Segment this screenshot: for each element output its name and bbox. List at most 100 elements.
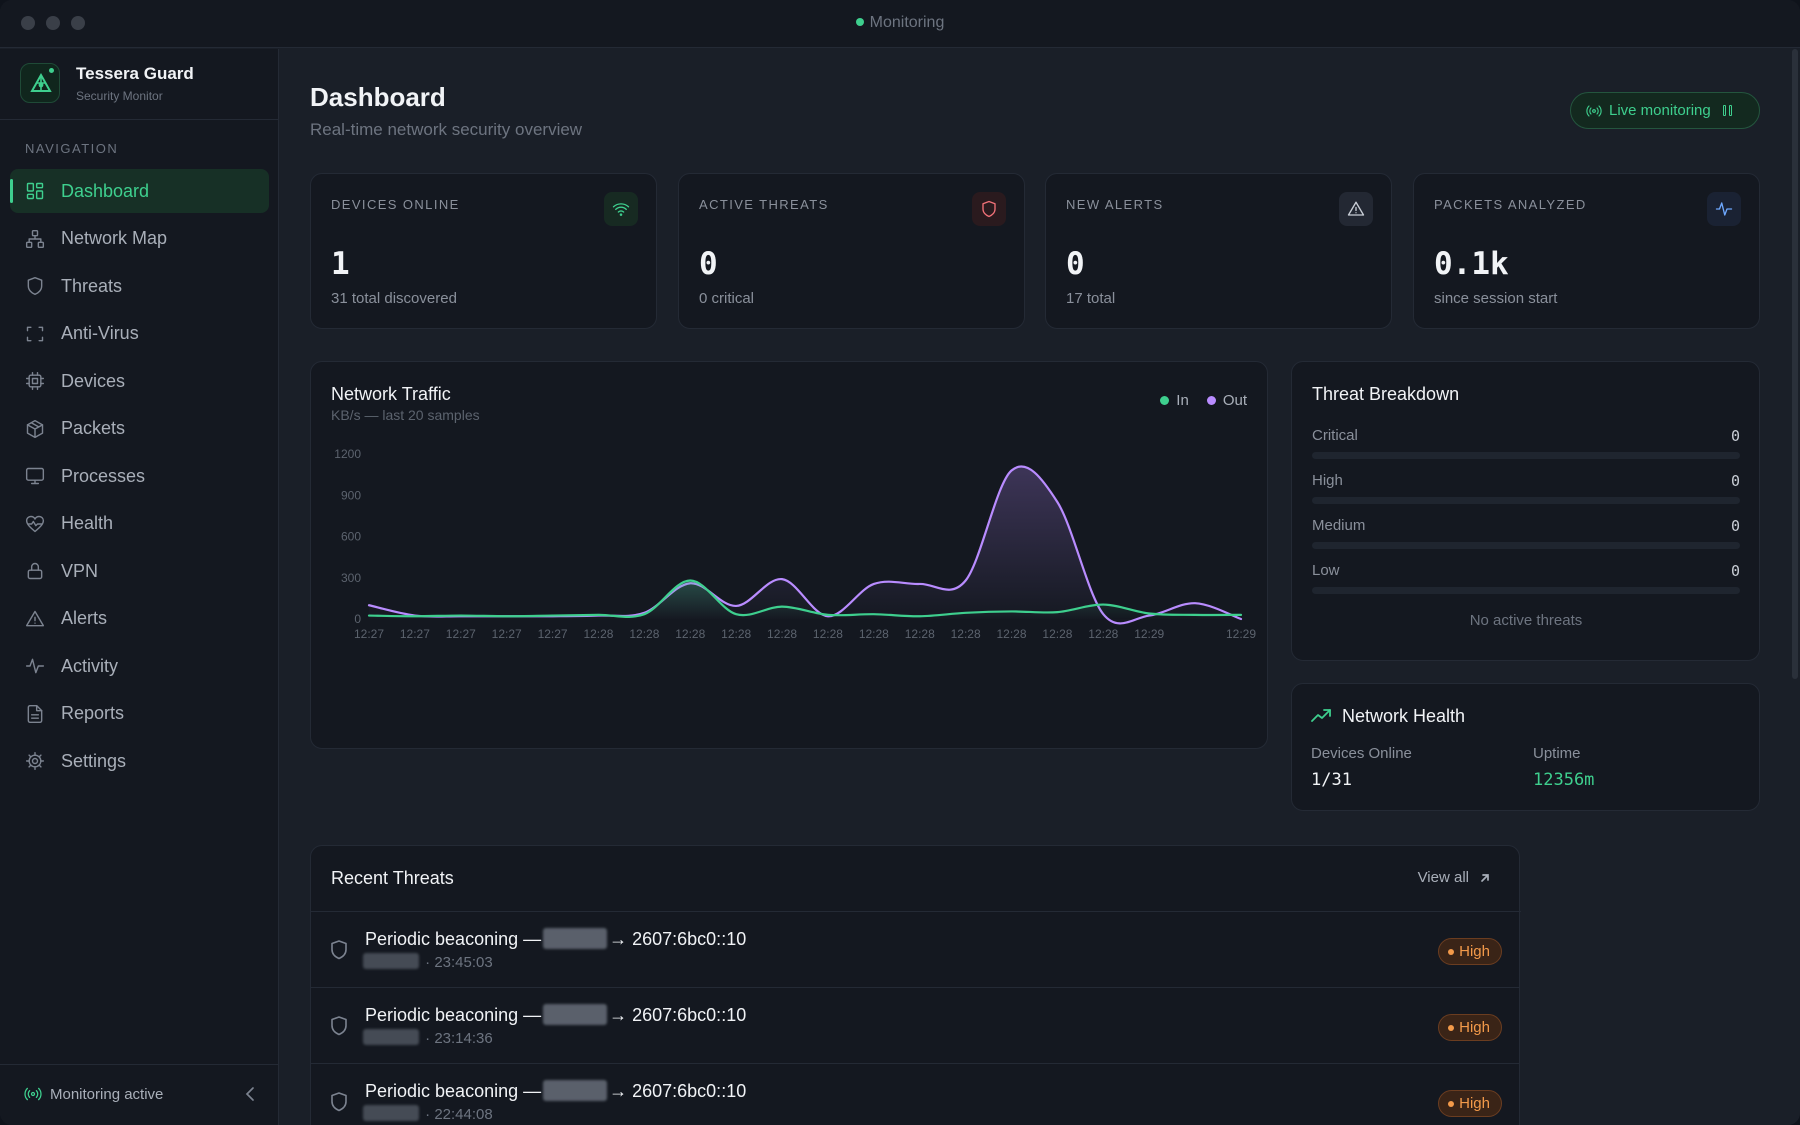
redacted-host	[363, 1029, 419, 1046]
redacted-host	[363, 1105, 419, 1122]
sidebar-item-label: Anti-Virus	[61, 323, 139, 343]
broadcast-icon	[24, 1087, 42, 1101]
x-tick-label: 12:28	[813, 627, 843, 641]
redacted-address	[543, 1079, 608, 1101]
window-minimize-button[interactable]	[46, 16, 60, 30]
threat-row[interactable]: Periodic beaconing — → 2607:6bc0::10 · 22…	[310, 1064, 1520, 1125]
threat-row-low: Low 0	[1312, 562, 1740, 594]
brand-subtitle: Security Monitor	[76, 89, 163, 103]
main-scrollbar[interactable]	[1792, 49, 1798, 679]
x-tick-label: 12:28	[951, 627, 981, 641]
stat-subtext: 0 critical	[699, 290, 755, 307]
stat-label: PACKETS ANALYZED	[1434, 197, 1587, 212]
dashboard-grid-icon	[26, 182, 44, 200]
y-tick-label: 1200	[334, 447, 361, 461]
threat-row-medium: Medium 0	[1312, 517, 1740, 549]
severity-dot-icon	[1448, 948, 1455, 955]
legend-swatch	[1206, 396, 1216, 405]
sidebar-item-alerts[interactable]: Alerts	[10, 597, 269, 641]
threat-meta: · 22:44:08	[363, 1105, 493, 1123]
window-close-button[interactable]	[21, 16, 35, 30]
x-tick-label: 12:29	[1226, 627, 1256, 641]
severity-badge: High	[1438, 1014, 1502, 1041]
sidebar-item-label: Alerts	[61, 608, 108, 628]
y-tick-label: 600	[341, 530, 361, 544]
sidebar-item-reports[interactable]: Reports	[10, 692, 269, 736]
threat-breakdown-card: Threat Breakdown Critical 0 High 0 Mediu…	[1291, 361, 1760, 661]
card-title: Network Traffic	[331, 384, 451, 404]
live-monitoring-button[interactable]: Live monitoring	[1570, 92, 1760, 129]
severity-bar	[1312, 497, 1740, 504]
sidebar: Tessera Guard Security Monitor NAVIGATIO…	[0, 49, 279, 1125]
stat-label: ACTIVE THREATS	[699, 197, 829, 212]
x-tick-label: 12:27	[538, 627, 568, 641]
brand-pulse-icon	[49, 68, 54, 73]
shield-icon	[330, 1092, 348, 1112]
network-health-card: Network Health Devices Online 1/31 Uptim…	[1291, 683, 1760, 811]
x-tick-label: 12:28	[1088, 627, 1118, 641]
threat-meta: · 23:14:36	[363, 1029, 493, 1047]
stat-label: DEVICES ONLINE	[331, 197, 460, 212]
threat-row[interactable]: Periodic beaconing — → 2607:6bc0::10 · 23…	[310, 912, 1520, 988]
threat-title: Periodic beaconing — → 2607:6bc0::10	[365, 1079, 747, 1101]
x-tick-label: 12:27	[354, 627, 384, 641]
sidebar-nav: Dashboard Network Map Threats Anti-Virus…	[10, 169, 269, 787]
sidebar-footer: Monitoring active	[0, 1064, 279, 1125]
page-subtitle: Real-time network security overview	[310, 120, 583, 139]
sidebar-item-settings[interactable]: Settings	[10, 739, 269, 783]
threat-row[interactable]: Periodic beaconing — → 2607:6bc0::10 · 23…	[310, 988, 1520, 1064]
sidebar-item-processes[interactable]: Processes	[10, 454, 269, 498]
uptime-label: Uptime	[1533, 745, 1581, 762]
legend-item-out: Out	[1206, 392, 1247, 409]
sidebar-item-network-map[interactable]: Network Map	[10, 217, 269, 261]
arrow-up-right-icon	[1481, 873, 1489, 882]
redacted-host	[363, 953, 419, 970]
recent-threats-list: Periodic beaconing — → 2607:6bc0::10 · 23…	[310, 912, 1520, 1125]
x-tick-label: 12:27	[492, 627, 522, 641]
sidebar-item-devices[interactable]: Devices	[10, 359, 269, 403]
page-title: Dashboard	[310, 82, 446, 112]
view-all-link[interactable]: View all	[1418, 869, 1491, 886]
empty-state-message: No active threats	[1469, 612, 1583, 629]
gear-icon	[25, 751, 45, 771]
stat-card-devices-online: DEVICES ONLINE 1 31 total discovered	[310, 173, 657, 329]
severity-badge: High	[1438, 938, 1502, 965]
y-tick-label: 0	[354, 612, 361, 626]
recent-threats-card: Recent Threats View all	[310, 845, 1521, 1125]
sidebar-item-threats[interactable]: Threats	[10, 264, 269, 308]
x-tick-label: 12:28	[859, 627, 889, 641]
shield-icon	[27, 276, 43, 296]
sidebar-item-label: Packets	[61, 418, 126, 438]
sidebar-item-activity[interactable]: Activity	[10, 644, 269, 688]
lock-icon	[27, 562, 43, 580]
sidebar-item-vpn[interactable]: VPN	[10, 549, 269, 593]
sidebar-item-packets[interactable]: Packets	[10, 407, 269, 451]
stat-subtext: 31 total discovered	[331, 290, 457, 307]
sidebar-item-label: Health	[61, 513, 114, 533]
chip-icon	[25, 371, 45, 391]
sidebar-item-anti-virus[interactable]: Anti-Virus	[10, 312, 269, 356]
monitor-icon	[25, 467, 45, 485]
warning-icon	[25, 610, 45, 626]
collapse-sidebar-button[interactable]	[243, 1085, 257, 1103]
x-tick-label: 12:28	[721, 627, 751, 641]
sidebar-item-label: Reports	[61, 703, 125, 723]
redacted-address	[543, 1003, 608, 1025]
window-zoom-button[interactable]	[71, 16, 85, 30]
sidebar-item-dashboard[interactable]: Dashboard	[10, 169, 269, 213]
sidebar-item-health[interactable]: Health	[10, 502, 269, 546]
y-tick-label: 300	[341, 571, 361, 585]
monitoring-status: Monitoring active	[24, 1085, 163, 1103]
stat-card-new-alerts: NEW ALERTS 0 17 total	[1045, 173, 1392, 329]
severity-dot-icon	[1448, 1024, 1455, 1031]
sidebar-item-label: Processes	[61, 465, 146, 486]
devices-online-label: Devices Online	[1311, 745, 1412, 762]
activity-icon	[1707, 192, 1741, 226]
legend-swatch	[1160, 396, 1170, 405]
recent-threats-header: Recent Threats View all	[311, 846, 1521, 912]
title-bar: Monitoring	[0, 0, 1800, 48]
severity-badge: High	[1438, 1090, 1502, 1117]
broadcast-icon	[1586, 104, 1602, 117]
x-tick-label: 12:28	[675, 627, 705, 641]
severity-bar	[1312, 542, 1740, 549]
